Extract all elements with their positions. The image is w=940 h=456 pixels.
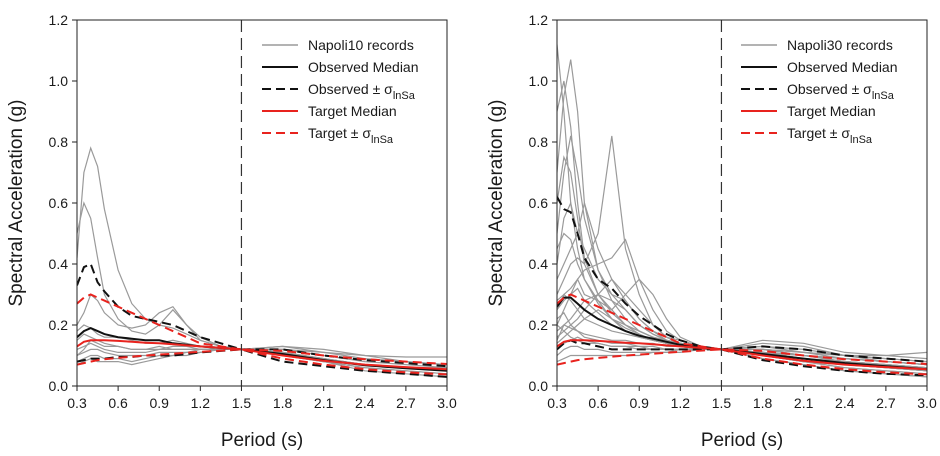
record-curve-8 [77,345,447,366]
x-tick-label: 1.2 [671,395,691,411]
legend-label: Napoli10 records [308,37,414,53]
x-tick-label: 2.1 [314,395,334,411]
y-tick-label: 0.6 [529,195,549,211]
x-tick-label: 2.1 [794,395,814,411]
x-tick-label: 2.4 [835,395,855,411]
record-curve-20 [557,287,927,363]
x-axis-label: Period (s) [701,430,783,451]
y-tick-label: 0.8 [49,134,69,150]
x-tick-label: 1.8 [273,395,293,411]
record-curve-7 [77,342,447,369]
record-curve-4 [557,135,927,372]
series-target-median [557,339,927,371]
x-tick-label: 1.8 [753,395,773,411]
legend-label: Target ± σlnSa [787,125,873,146]
chart-panel-1: 0.3 0.6 0.9 1.2 1.5 1.8 2.1 2.4 2.7 3.0 0.0 0.2 0.4 0… [6,12,457,451]
legend-label: Observed Median [787,59,898,75]
x-tick-label: 0.3 [67,395,87,411]
legend: Napoli10 records Observed Median Observed … [262,37,419,146]
plot-area [557,44,927,378]
series-observed [77,262,447,368]
y-tick-label: 0.4 [49,256,69,272]
y-axis-label: Spectral Acceleration (g) [486,100,507,307]
series-target [557,293,927,365]
y-tick-label: 1.0 [49,73,69,89]
y-tick-label: 0.0 [49,378,69,394]
record-curve-21 [557,155,927,369]
legend-label: Observed ± σlnSa [308,81,416,102]
x-tick-label: 2.7 [396,395,416,411]
legend-label-subscript: lnSa [850,134,873,146]
plot-area [77,146,447,378]
series-observed-median [557,296,927,371]
legend-label: Target Median [308,103,397,119]
legend-label-subscript: lnSa [393,90,416,102]
series-observed [557,196,927,363]
chart-panel-2: 0.3 0.6 0.9 1.2 1.5 1.8 2.1 2.4 2.7 3.0 0.0 0.2 0.4 0… [486,12,937,451]
x-tick-label: 0.9 [149,395,169,411]
record-curve-5 [77,345,447,366]
x-tick-label: 0.6 [588,395,608,411]
legend-label: Napoli30 records [787,37,893,53]
y-tick-label: 0.8 [529,134,549,150]
x-tick-label: 3.0 [917,395,937,411]
legend-label-subscript: lnSa [371,134,394,146]
series-target [557,348,927,376]
legend-label: Observed Median [308,59,419,75]
x-tick-label: 0.9 [629,395,649,411]
y-tick-label: 0.0 [529,378,549,394]
x-axis-label: Period (s) [221,430,303,451]
y-tick-label: 0.2 [49,317,69,333]
x-tick-label: 0.6 [108,395,128,411]
x-tick-label: 1.5 [232,395,252,411]
legend-label: Observed ± σlnSa [787,81,895,102]
y-tick-label: 0.4 [529,256,549,272]
x-tick-label: 2.7 [876,395,896,411]
series-observed [557,339,927,377]
record-curve-5 [557,135,927,369]
y-tick-label: 0.6 [49,195,69,211]
y-tick-label: 1.2 [529,12,549,28]
legend-label-subscript: lnSa [872,90,895,102]
series-target [77,293,447,365]
series-observed [77,348,447,378]
legend-label: Target ± σlnSa [308,125,394,146]
legend: Napoli30 records Observed Median Observed … [741,37,898,146]
x-tick-label: 2.4 [355,395,375,411]
y-tick-label: 1.0 [529,73,549,89]
series-target [77,348,447,376]
legend-label: Target Median [787,103,876,119]
record-curve-15 [557,348,927,378]
y-axis-label: Spectral Acceleration (g) [6,100,27,307]
x-tick-label: 1.5 [712,395,732,411]
x-tick-label: 3.0 [437,395,457,411]
record-curve-1 [77,146,447,358]
record-curve-3 [557,80,927,375]
y-tick-label: 0.2 [529,317,549,333]
series-target-median [77,339,447,371]
x-tick-label: 1.2 [191,395,211,411]
y-tick-label: 1.2 [49,12,69,28]
x-tick-label: 0.3 [547,395,567,411]
